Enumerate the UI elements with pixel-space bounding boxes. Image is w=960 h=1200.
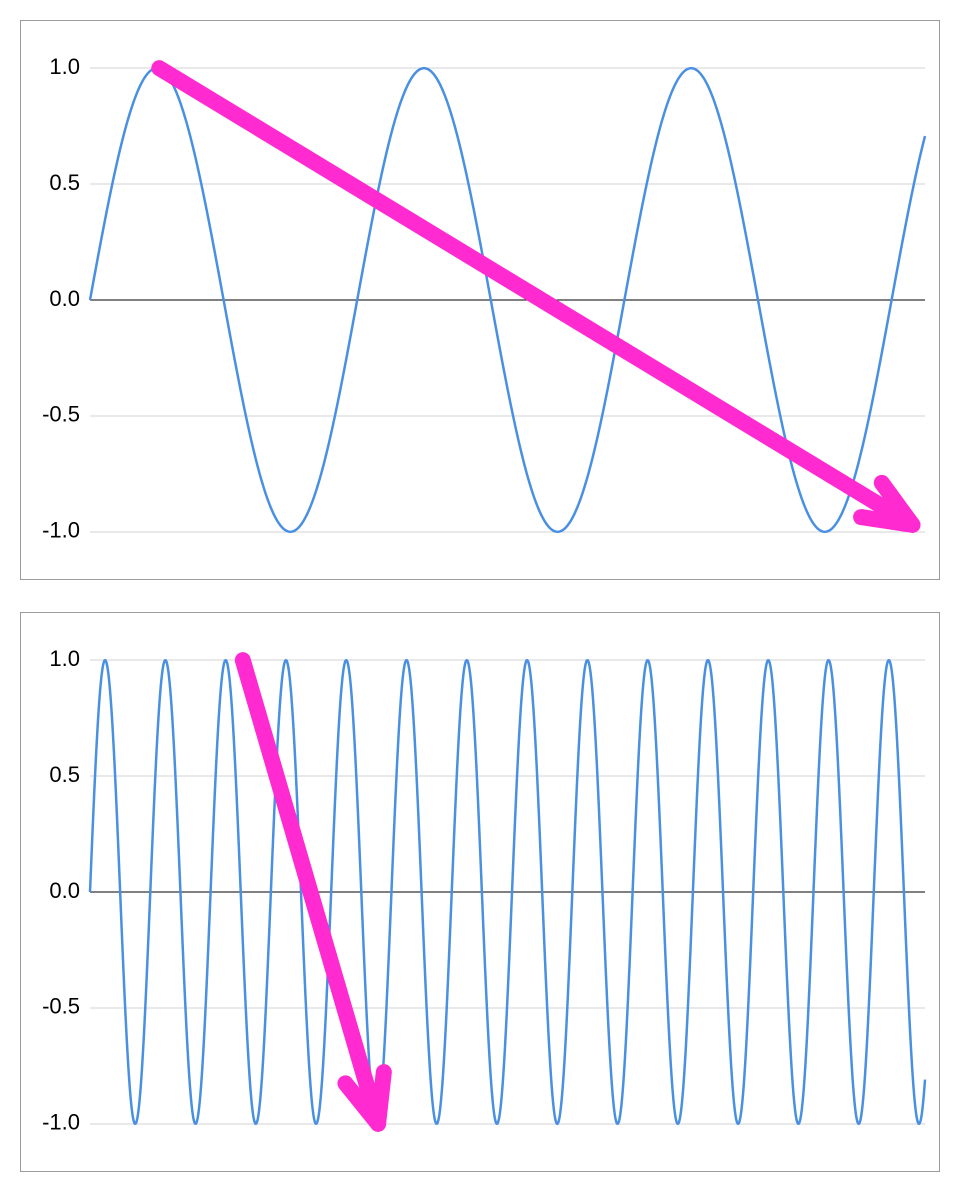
y-tick-label: -0.5 <box>42 994 80 1019</box>
sine-chart-top-panel: -1.0 -0.5 0.0 0.5 1.0 <box>20 20 940 580</box>
y-tick-label: 0.0 <box>49 878 80 903</box>
sine-chart-top: -1.0 -0.5 0.0 0.5 1.0 <box>20 20 940 580</box>
y-tick-label: -0.5 <box>42 402 80 427</box>
annotation-arrow-head <box>378 1072 384 1124</box>
y-tick-label: -1.0 <box>42 518 80 543</box>
sine-chart-bottom: -1.0 -0.5 0.0 0.5 1.0 <box>20 612 940 1172</box>
y-tick-label: 1.0 <box>49 646 80 671</box>
y-tick-label: 0.0 <box>49 286 80 311</box>
sine-chart-bottom-panel: -1.0 -0.5 0.0 0.5 1.0 <box>20 612 940 1172</box>
y-tick-label: 1.0 <box>49 54 80 79</box>
y-tick-label: 0.5 <box>49 170 80 195</box>
y-tick-label: -1.0 <box>42 1110 80 1135</box>
y-tick-label: 0.5 <box>49 762 80 787</box>
page: -1.0 -0.5 0.0 0.5 1.0 -1.0 -0.5 0.0 0.5 1.0 <box>0 0 960 1200</box>
